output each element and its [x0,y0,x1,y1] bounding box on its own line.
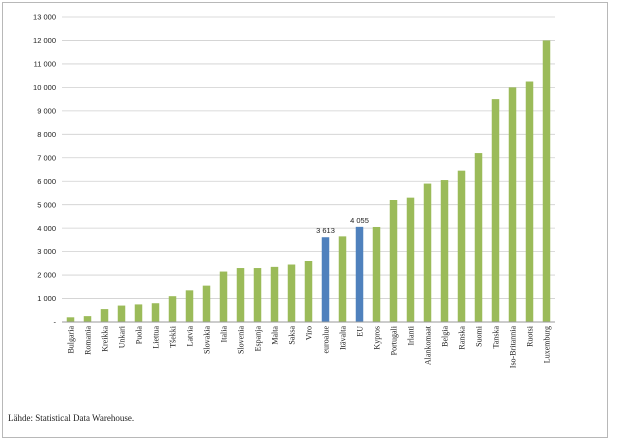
bar [423,183,432,322]
y-tick-label: 11 000 [34,60,56,69]
bar [83,316,92,322]
x-tick-label: Alankomaat [424,325,433,365]
bar [134,304,143,322]
x-tick-label: Kypros [373,326,382,350]
x-tick-label: Slovenia [237,326,246,354]
bar [321,237,330,322]
y-tick-label: 6 000 [37,177,56,186]
bar [406,197,415,322]
x-tick-label: Suomi [475,325,484,347]
data-label: 3 613 [316,226,335,235]
x-tick-label: euroalue [322,326,331,354]
y-tick-label: 8 000 [37,130,56,139]
bar [219,271,228,322]
x-tick-label: Saksa [288,326,297,345]
x-tick-label: Belgia [441,326,450,347]
bar [100,309,109,322]
x-tick-label: Irlanti [407,325,416,345]
x-tick-label: Viro [305,326,314,340]
y-tick-label: 5 000 [37,200,56,209]
x-tick-label: Latvia [186,326,195,347]
x-axis-categories: Bulgaria Romania Kreikka Unkari Puola Liettua… [67,325,552,368]
bar [508,87,517,322]
x-tick-label: Itävalta [339,326,348,350]
source-note: Lähde: Statistical Data Warehouse. [8,413,135,423]
bar [287,264,296,322]
x-tick-label: Portugali [390,325,399,355]
bar [542,40,551,322]
bar [491,99,500,322]
bar [304,261,313,322]
y-axis-ticks: - 1 000 2 000 3 000 4 000 5 000 6 000 7 000 8 00… [33,13,56,327]
y-tick-label: 12 000 [33,36,56,45]
y-tick-label: 13 000 [33,13,56,22]
bar [525,81,534,323]
bar [338,236,347,322]
x-tick-label: Malta [271,326,280,345]
x-tick-label: Luxemburg [543,326,552,363]
y-tick-label: 10 000 [33,83,56,92]
x-tick-label: Tšekki [169,325,178,348]
bar [236,268,245,322]
bar [457,170,466,322]
x-tick-label: Italia [220,326,229,343]
bar [117,305,126,322]
bar [168,296,177,322]
bar [202,285,211,322]
bar [253,268,262,322]
y-tick-label: - [54,318,57,327]
bar [372,226,381,322]
x-tick-label: Espanja [254,326,263,352]
x-tick-label: Ruotsi [526,325,535,347]
bar [270,266,279,322]
y-tick-label: 9 000 [37,106,56,115]
bar [151,303,160,322]
y-tick-label: 7 000 [37,153,56,162]
x-tick-label: Bulgaria [67,326,76,354]
x-tick-label: Romania [84,326,93,355]
x-tick-label: Kreikka [101,326,110,352]
x-tick-label: Liettua [152,326,161,349]
y-tick-label: 1 000 [37,294,56,303]
x-tick-label: Tanska [492,326,501,349]
data-labels: 3 613 4 055 [316,216,369,235]
y-tick-label: 3 000 [37,247,56,256]
x-tick-label: Puola [135,326,144,345]
bar [355,226,364,322]
data-label: 4 055 [350,216,369,225]
bars [66,40,551,323]
chart-frame [2,2,608,438]
x-tick-label: Slovakia [203,326,212,354]
bar [66,317,75,322]
x-tick-label: EU [356,326,365,337]
gridlines [62,16,555,299]
x-tick-label: Iso-Britannia [509,326,518,369]
x-tick-label: Ranska [458,326,467,350]
bar [389,200,398,322]
x-tick-label: Unkari [118,325,127,348]
y-tick-label: 4 000 [37,224,56,233]
bar [185,290,194,322]
y-tick-label: 2 000 [37,271,56,280]
bar [440,180,449,322]
bar [474,153,483,322]
